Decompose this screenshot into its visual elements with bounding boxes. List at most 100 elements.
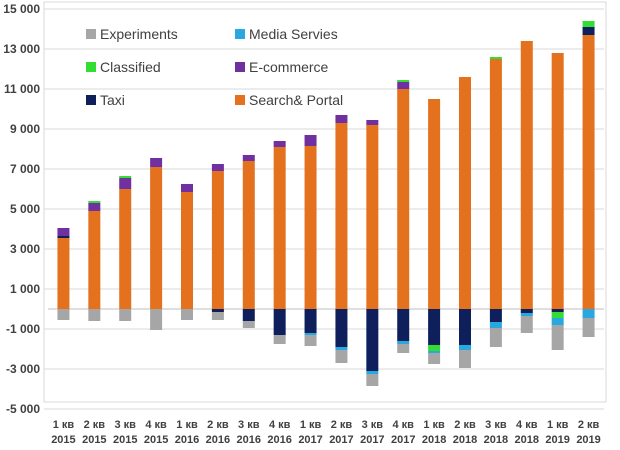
y-tick-label: -5 000 — [6, 402, 40, 416]
bar-segment-experiments — [489, 328, 502, 347]
bar-segment-media-servies — [459, 345, 471, 350]
bar-segment-media-servies — [397, 341, 410, 344]
bar-segment-search-portal — [57, 238, 70, 309]
bar-segment-e-commerce — [181, 184, 193, 192]
x-tick-label-year: 2018 — [515, 434, 539, 446]
bar-segment-media-servies — [489, 322, 502, 328]
bar-segment-e-commerce — [335, 115, 348, 123]
bar-segment-experiments — [459, 350, 471, 368]
x-tick-label-year: 2016 — [175, 434, 199, 446]
bar-segment-media-servies — [335, 347, 348, 350]
bar-segment-e-commerce — [304, 135, 317, 146]
bar-segment-search-portal — [459, 77, 471, 309]
bar-segment-search-portal — [489, 59, 502, 309]
bar-segment-taxi — [428, 309, 441, 345]
x-tick-label-year: 2016 — [267, 434, 291, 446]
x-tick-label-quarter: 2 кв — [207, 419, 229, 431]
bar-segment-search-portal — [273, 147, 286, 309]
x-tick-label-year: 2017 — [298, 434, 322, 446]
bar-segment-experiments — [57, 309, 70, 320]
x-tick-label-year: 2016 — [206, 434, 230, 446]
bar-segment-classified — [119, 176, 132, 178]
x-tick-label-year: 2017 — [391, 434, 415, 446]
bar-segment-search-portal — [242, 161, 255, 309]
legend-label: Classified — [100, 59, 161, 75]
bar-segment-search-portal — [366, 125, 379, 309]
bar-segment-taxi — [551, 309, 564, 312]
bar-segment-search-portal — [211, 171, 224, 309]
bar-segment-search-portal — [551, 53, 564, 309]
bar-segment-experiments — [397, 344, 410, 353]
x-tick-label-quarter: 2 кв — [331, 419, 353, 431]
x-tick-label-quarter: 1 кв — [300, 419, 322, 431]
y-tick-label: -3 000 — [6, 362, 40, 376]
y-tick-label: 3 000 — [10, 242, 40, 256]
bar-segment-taxi — [242, 309, 255, 321]
bar-segment-e-commerce — [57, 228, 70, 236]
bar-segment-media-servies — [304, 333, 317, 335]
y-tick-label: 7 000 — [10, 162, 40, 176]
bar-segment-classified — [489, 57, 502, 59]
bar-segment-classified — [551, 312, 564, 318]
bar-segment-taxi — [57, 236, 70, 238]
x-tick-label-year: 2015 — [51, 434, 75, 446]
bar-segment-taxi — [582, 27, 595, 35]
x-tick-label-quarter: 3 кв — [114, 419, 136, 431]
grid-lines — [44, 8, 604, 410]
x-tick-label-year: 2018 — [453, 434, 477, 446]
bar-segment-search-portal — [181, 192, 193, 309]
bar-segment-search-portal — [304, 146, 317, 309]
legend-swatch — [86, 95, 96, 105]
bar-segment-experiments — [551, 325, 564, 350]
x-tick-label-quarter: 3 кв — [485, 419, 507, 431]
bar-segment-taxi — [489, 309, 502, 322]
bar-segment-taxi — [520, 309, 533, 313]
legend-label: Search& Portal — [249, 92, 343, 108]
legend-swatch — [235, 29, 245, 39]
y-tick-label: 13 000 — [3, 42, 40, 56]
bar-segment-search-portal — [119, 189, 132, 309]
x-tick-label-year: 2015 — [144, 434, 168, 446]
bar-segment-media-servies — [582, 309, 595, 318]
legend-swatch — [86, 29, 96, 39]
x-axis: 1 кв 2015 2 кв 2015 3 кв 2015 4 кв 2015 1 кв 2016… — [51, 419, 601, 446]
bar-segment-search-portal — [150, 167, 163, 309]
x-tick-label-quarter: 4 кв — [392, 419, 414, 431]
legend-swatch — [235, 95, 245, 105]
y-tick-label: 15 000 — [3, 2, 40, 16]
bar-segment-search-portal — [582, 35, 595, 309]
bar-segment-e-commerce — [242, 155, 255, 161]
bar-segment-media-servies — [520, 313, 533, 316]
bar-segment-taxi — [366, 309, 379, 371]
bars-group — [57, 21, 595, 386]
x-tick-label-quarter: 4 кв — [269, 419, 291, 431]
x-tick-label-quarter: 4 кв — [516, 419, 538, 431]
bar-segment-taxi — [459, 309, 471, 345]
bar-segment-experiments — [428, 353, 441, 364]
bar-segment-experiments — [211, 312, 224, 320]
x-tick-label-quarter: 2 кв — [578, 419, 600, 431]
x-tick-label-year: 2019 — [576, 434, 600, 446]
x-tick-label-quarter: 1 кв — [53, 419, 75, 431]
bar-segment-e-commerce — [150, 158, 163, 167]
bar-segment-experiments — [304, 335, 317, 346]
x-tick-label-year: 2017 — [360, 434, 384, 446]
x-tick-label-year: 2015 — [113, 434, 137, 446]
bar-segment-e-commerce — [88, 203, 101, 211]
x-tick-label-quarter: 3 кв — [362, 419, 384, 431]
x-tick-label-year: 2019 — [545, 434, 569, 446]
x-tick-label-year: 2018 — [484, 434, 508, 446]
x-tick-label-quarter: 3 кв — [238, 419, 260, 431]
x-tick-label-quarter: 2 кв — [454, 419, 476, 431]
bar-segment-media-servies — [428, 351, 441, 353]
y-tick-label: 11 000 — [4, 82, 40, 96]
bar-segment-experiments — [181, 309, 193, 320]
bar-segment-experiments — [520, 316, 533, 333]
bar-segment-media-servies — [551, 318, 564, 325]
plot-frame — [43, 1, 607, 403]
bar-segment-e-commerce — [273, 141, 286, 147]
bar-segment-taxi — [335, 309, 348, 347]
bar-segment-e-commerce — [397, 82, 410, 89]
bar-segment-search-portal — [428, 99, 441, 309]
